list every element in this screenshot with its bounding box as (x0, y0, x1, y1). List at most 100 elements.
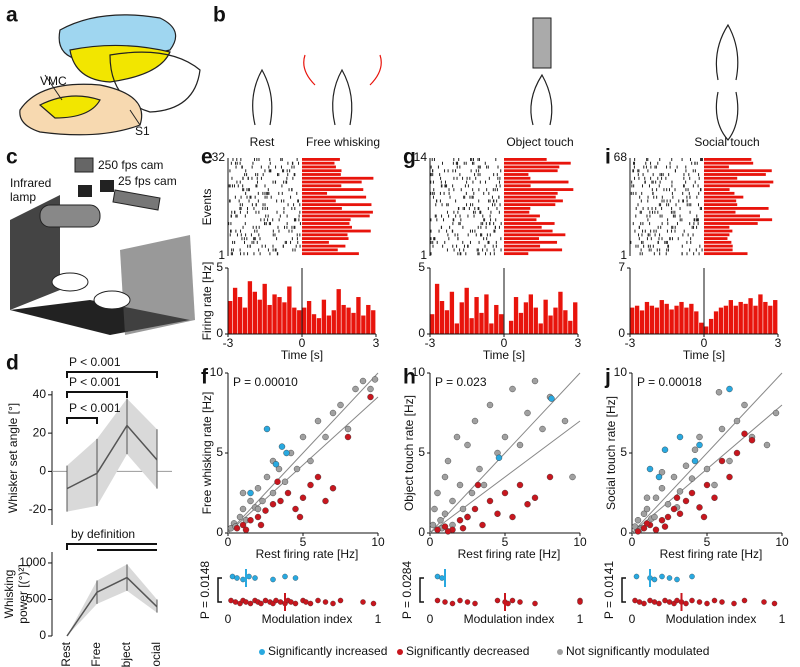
panel-letter: h (403, 366, 416, 389)
raster-spike (666, 248, 668, 252)
raster-spike (241, 237, 243, 241)
raster-spike (484, 161, 486, 165)
raster-spike (466, 203, 468, 207)
raster-spike (291, 161, 293, 165)
raster-spike (262, 207, 264, 211)
raster-spike (484, 244, 486, 248)
p-value: P = 0.0284 (400, 561, 414, 619)
scatter-point (703, 481, 711, 489)
raster-spike (236, 233, 238, 237)
psth-bar (718, 307, 724, 334)
brain-illustration (19, 14, 201, 136)
raster-spike (442, 244, 444, 248)
raster-spike (697, 203, 699, 207)
significance-bracket (419, 577, 424, 603)
strip-point (633, 573, 640, 580)
raster-event (704, 176, 738, 180)
raster-spike (472, 195, 474, 199)
psth-bar (773, 300, 778, 334)
raster-spike (469, 229, 471, 233)
psth-bar (518, 312, 524, 334)
strip-point (370, 600, 377, 607)
raster-spike (241, 165, 243, 169)
legend-swatch (397, 649, 403, 655)
psth-bar (262, 283, 267, 334)
raster-spike (291, 229, 293, 233)
raster-spike (251, 176, 253, 180)
raster-spike (263, 222, 265, 226)
s1-label: S1 (135, 124, 150, 138)
raster-spike (632, 191, 634, 195)
psth-bar (679, 301, 684, 334)
raster-spike (297, 240, 299, 244)
raster-spike (268, 191, 270, 195)
scatter-point (715, 389, 723, 396)
panel-letter: d (6, 352, 19, 375)
scatter-point (711, 494, 718, 501)
raster-spike (457, 210, 459, 214)
raster-spike (247, 252, 249, 256)
raster-spike (299, 210, 301, 214)
scatter-point (682, 497, 690, 505)
raster-spike (697, 218, 699, 222)
raster-spike (248, 188, 250, 192)
raster-spike (298, 161, 300, 165)
x-tick-label: 3 (775, 336, 782, 350)
raster-spike (671, 184, 673, 188)
strip-point (292, 575, 299, 581)
raster-spike (632, 169, 634, 173)
raster-spike (272, 218, 274, 222)
raster-spike (498, 180, 500, 184)
raster-spike (267, 218, 269, 222)
raster-event (704, 165, 729, 169)
raster-spike (640, 199, 642, 203)
raster-spike (246, 188, 248, 192)
scatter-point (643, 505, 651, 513)
scatter-point (688, 475, 696, 482)
raster-spike (296, 191, 298, 195)
raster-spike (637, 173, 639, 177)
raster-spike (686, 240, 688, 244)
raster-spike (633, 184, 635, 188)
scatter-point (661, 523, 669, 530)
y-tick-label: 0 (39, 628, 46, 642)
raster-spike (457, 252, 459, 256)
raster-event (704, 214, 760, 218)
raster-spike (631, 180, 633, 184)
raster-spike (452, 222, 454, 226)
raster-spike (692, 184, 694, 188)
psth-bar (494, 304, 499, 334)
scatter-point (468, 489, 476, 497)
raster-spike (475, 169, 477, 173)
raster-spike (637, 203, 639, 207)
raster-event (504, 180, 569, 184)
raster-spike (293, 165, 295, 169)
scatter-point (646, 465, 654, 473)
raster-spike (672, 225, 674, 229)
scatter-point (247, 489, 254, 497)
x-tick-label: 5 (502, 535, 509, 549)
psth-bar (738, 301, 743, 334)
raster-spike (243, 252, 245, 256)
raster-spike (467, 244, 469, 248)
raster-spike (250, 233, 252, 237)
raster-spike (665, 240, 667, 244)
raster-spike (255, 210, 257, 214)
setup-illustration (10, 157, 195, 335)
raster-spike (655, 165, 657, 169)
y-tick-label: 0 (216, 326, 223, 340)
scatter-point (431, 505, 438, 513)
raster-spike (235, 229, 237, 233)
raster-spike (689, 210, 691, 214)
y-tick-label: 0 (418, 326, 425, 340)
raster-spike (500, 169, 502, 173)
scatter-point (474, 481, 482, 489)
psth-bar (563, 310, 568, 334)
raster-spike (444, 184, 446, 188)
raster-spike (250, 195, 252, 199)
raster-spike (260, 165, 262, 169)
raster-spike (452, 161, 454, 165)
raster-spike (278, 218, 280, 222)
scatter-point (307, 457, 314, 465)
raster-spike (657, 225, 659, 229)
